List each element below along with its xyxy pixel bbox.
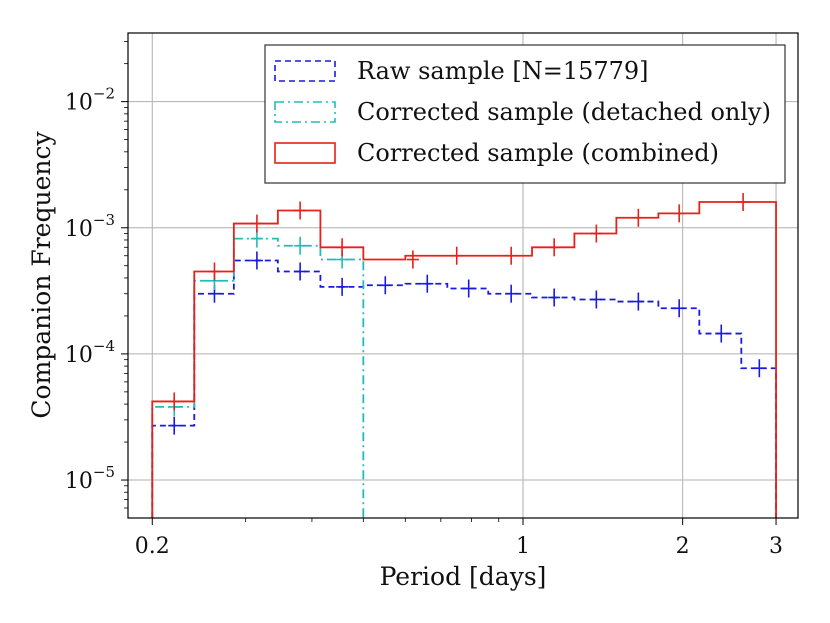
x-axis-label: Period [days] [380,562,547,591]
y-tick-label: 10−2 [65,85,115,116]
legend-swatch-raw [274,60,336,82]
ticks: 0.2 1 2 3 10−5 10−4 10−3 10−2 [65,41,783,559]
series-layer [151,193,777,518]
plot-frame [127,32,799,519]
series-2 [151,193,777,518]
y-tick-label: 10−4 [65,337,115,368]
series-step-line [151,237,365,518]
legend-label-detached: Corrected sample (detached only) [357,98,771,126]
y-axis-label: Companion Frequency [27,131,56,419]
x-tick-label: 1 [516,534,530,559]
legend-label-combined: Corrected sample (combined) [357,139,719,167]
series-step-line [151,259,777,518]
y-tick-label: 10−5 [65,463,115,494]
x-tick-label: 2 [676,534,690,559]
legend-label-raw: Raw sample [N=15779] [357,57,649,85]
series-step-line [151,201,777,518]
legend-entry-raw: Raw sample [N=15779] [274,57,649,85]
legend-swatch-combined [274,142,336,164]
series-1 [151,229,365,518]
legend-entry-detached: Corrected sample (detached only) [274,98,771,126]
series-0 [151,251,777,518]
legend-box [264,44,786,184]
legend-entry-combined: Corrected sample (combined) [274,139,719,167]
legend: Raw sample [N=15779] Corrected sample (d… [264,44,786,184]
y-tick-label: 10−3 [65,211,115,242]
legend-swatch-detached [274,101,336,123]
x-tick-label: 0.2 [135,534,170,559]
x-tick-label: 3 [769,534,783,559]
